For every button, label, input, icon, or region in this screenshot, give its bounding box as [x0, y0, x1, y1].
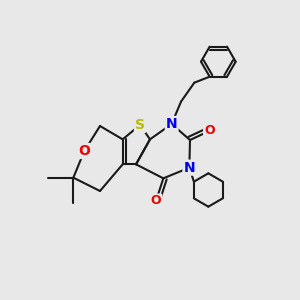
Text: N: N: [184, 161, 195, 175]
Text: S: S: [135, 118, 145, 132]
Text: N: N: [166, 117, 178, 131]
Text: O: O: [204, 124, 214, 137]
Text: O: O: [78, 144, 90, 158]
Text: O: O: [151, 194, 161, 208]
